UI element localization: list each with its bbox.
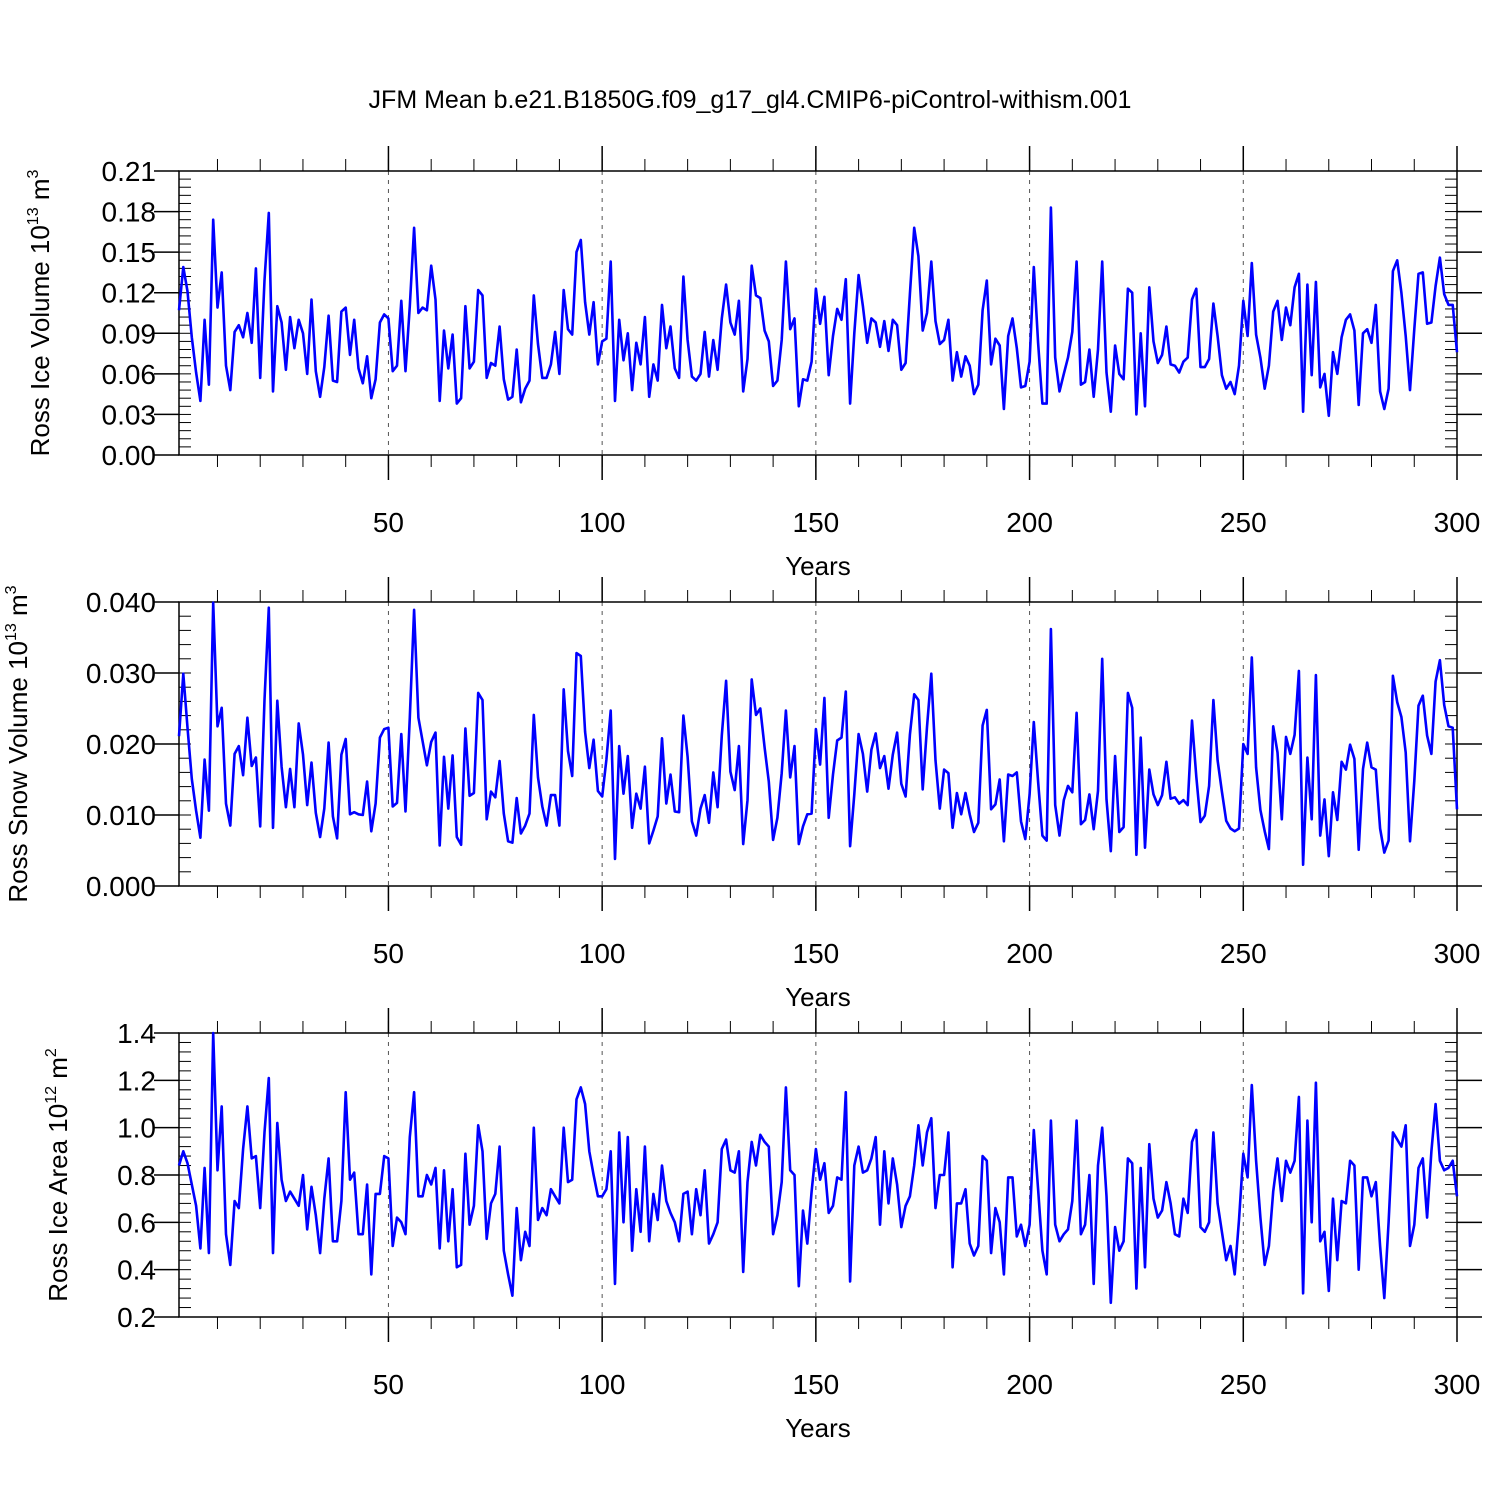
x-tick-label: 250 [1220,1369,1267,1400]
y-axis-label-text: Ross Snow Volume 10 [3,641,33,903]
y-axis-label: Ross Ice Area 1012 m2 [43,1048,73,1302]
y-tick-label: 0.020 [86,729,156,760]
x-axis-label: Years [785,551,851,581]
plot-frame [178,170,1458,456]
x-tick-label: 50 [373,938,404,969]
y-tick-label: 0.040 [86,587,156,618]
panel-3: 0.2 0.4 0.6 0.8 1.0 1.2 1.4 50 100 150 200 250 300 Ye… [43,1008,1482,1443]
y-tick-label: 1.0 [117,1113,156,1144]
y-axis-label-text: Ross Ice Volume 10 [25,225,55,456]
y-tick-label: 0.03 [102,399,157,430]
panel-2: 0.000 0.010 0.020 0.030 0.040 50 100 150 200 250 3… [3,577,1482,1012]
y-tick-label: 1.4 [117,1018,156,1049]
x-tick-label: 100 [579,507,626,538]
y-axis-label-text: Ross Ice Area 10 [43,1104,73,1302]
y-tick-label: 0.6 [117,1207,156,1238]
x-tick-label: 300 [1434,1369,1481,1400]
x-tick-label: 300 [1434,507,1481,538]
y-axis-label-exponent: 3 [25,169,42,178]
x-tick-label: 100 [579,1369,626,1400]
plot-frame [178,601,1458,887]
y-tick-label: 0.010 [86,800,156,831]
y-tick-label: 0.00 [102,440,157,471]
x-axis-label: Years [785,1413,851,1443]
x-tick-label: 250 [1220,938,1267,969]
x-tick-label: 200 [1006,938,1053,969]
x-tick-label: 150 [793,507,840,538]
y-tick-label: 0.4 [117,1255,156,1286]
y-tick-label: 1.2 [117,1065,156,1096]
y-axis-label-text: m [25,178,55,207]
x-tick-label: 100 [579,938,626,969]
y-tick-label: 0.12 [102,278,157,309]
y-axis-label-text: m [43,1057,73,1086]
plot-frame [178,1032,1458,1318]
y-tick-label: 0.06 [102,359,157,390]
x-tick-label: 50 [373,1369,404,1400]
figure-title: JFM Mean b.e21.B1850G.f09_g17_gl4.CMIP6-… [369,86,1132,114]
y-tick-label: 0.09 [102,318,157,349]
y-tick-label: 0.2 [117,1302,156,1333]
y-tick-label: 0.21 [102,156,157,187]
y-axis-label-exponent: 13 [25,207,42,225]
x-tick-label: 150 [793,938,840,969]
y-tick-label: 0.15 [102,237,157,268]
y-axis-label-exponent: 13 [3,623,20,641]
y-tick-label: 0.000 [86,871,156,902]
x-tick-label: 250 [1220,507,1267,538]
y-tick-label: 0.030 [86,658,156,689]
series-line [177,1031,1459,1305]
series-line [177,601,1459,867]
series-line [177,206,1459,418]
x-tick-label: 200 [1006,1369,1053,1400]
x-tick-label: 300 [1434,938,1481,969]
x-tick-label: 150 [793,1369,840,1400]
y-axis-label: Ross Ice Volume 1013 m3 [25,169,55,456]
y-axis-label-exponent: 2 [43,1048,60,1057]
y-axis-label: Ross Snow Volume 1013 m3 [3,585,33,902]
x-tick-label: 200 [1006,507,1053,538]
y-tick-label: 0.8 [117,1160,156,1191]
y-tick-label: 0.18 [102,197,157,228]
panel-1: 0.00 0.03 0.06 0.09 0.12 0.15 0.18 0.21 50 100 150… [25,146,1482,581]
y-axis-label-exponent: 3 [3,585,20,594]
x-tick-label: 50 [373,507,404,538]
y-axis-label-exponent: 12 [43,1086,60,1104]
y-axis-label-text: m [3,594,33,623]
x-axis-label: Years [785,982,851,1012]
